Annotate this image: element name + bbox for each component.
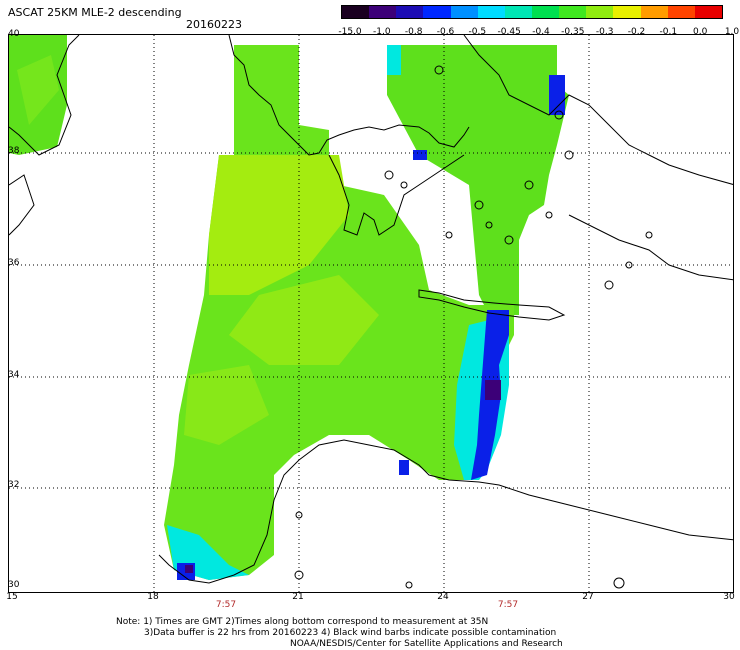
swath-nw-light: [17, 55, 59, 125]
lon-label-30: 30: [723, 592, 735, 602]
lat-label-30: 30: [8, 580, 20, 590]
island-9: [545, 211, 553, 219]
lon-label-27: 27: [582, 592, 594, 602]
colorbar-label: -0.5: [468, 27, 487, 37]
lon-label-21: 21: [292, 592, 304, 602]
colorbar-label: -0.35: [561, 27, 585, 37]
colorbar-segment: [613, 6, 641, 18]
coast-crete: [418, 289, 566, 321]
swath-ne-cyan: [387, 45, 401, 75]
colorbar-segment: [694, 6, 722, 18]
chart-date: 20160223: [186, 18, 242, 31]
map-svg: [9, 35, 733, 592]
colorbar-segment: [504, 6, 532, 18]
colorbar: [341, 5, 723, 19]
graticule: [9, 35, 733, 592]
colorbar-segment: [559, 6, 587, 18]
island-6: [445, 231, 453, 239]
colorbar-segment: [640, 6, 668, 18]
coast-italy: [9, 35, 80, 156]
note-line-3: NOAA/NESDIS/Center for Satellite Applica…: [290, 639, 563, 649]
lat-label-34: 34: [8, 370, 20, 380]
island-8: [564, 150, 574, 160]
island-2: [400, 181, 408, 189]
lon-label-15: 15: [6, 592, 18, 602]
island-18: [434, 65, 444, 75]
chart-title: ASCAT 25KM MLE-2 descending: [8, 6, 182, 19]
time-label-2: 7:57: [497, 600, 519, 610]
coast-africa: [158, 439, 733, 584]
coastlines: [9, 35, 733, 589]
island-12: [645, 231, 653, 239]
coast-turkey: [463, 35, 733, 185]
swath-ne: [387, 45, 569, 315]
note-line-1: Note: 1) Times are GMT 2)Times along bot…: [116, 617, 489, 627]
colorbar-segment: [396, 6, 424, 18]
colorbar-label: -0.45: [497, 27, 521, 37]
island-7: [524, 180, 534, 190]
swath-main-lime2: [229, 275, 379, 365]
swath-south-blue: [399, 460, 409, 475]
colorbar-segment: [586, 6, 614, 18]
island-5: [504, 235, 514, 245]
colorbar-label: -0.1: [659, 27, 678, 37]
lat-label-40: 40: [8, 29, 20, 39]
lat-label-36: 36: [8, 258, 20, 268]
colorbar-labels: -15.0 -1.0 -0.8 -0.6 -0.5 -0.45 -0.4 -0.35 -0.3 -…: [333, 27, 740, 39]
lat-label-32: 32: [8, 480, 20, 490]
swath-sw-violet: [185, 565, 193, 573]
swath-aegean-blue: [413, 150, 427, 160]
coast-sicily-edge: [9, 174, 35, 236]
swath-ne-blue: [549, 75, 565, 115]
swath-main-lime3: [184, 365, 269, 445]
coast-peloponnese: [328, 154, 465, 236]
lon-label-24: 24: [437, 592, 449, 602]
island-10: [604, 280, 614, 290]
colorbar-label: -0.3: [595, 27, 614, 37]
island-15: [405, 581, 413, 589]
colorbar-segment: [667, 6, 695, 18]
colorbar-segment: [342, 6, 370, 18]
swath-north: [234, 45, 329, 155]
swath-main-lime: [209, 155, 349, 295]
island-17: [554, 110, 564, 120]
island-3: [474, 200, 484, 210]
colorbar-segment: [477, 6, 505, 18]
colorbar-label: -0.8: [404, 27, 423, 37]
colorbar-label: -0.4: [532, 27, 550, 37]
map-panel: [8, 34, 734, 593]
colorbar-label: -0.2: [627, 27, 646, 37]
colorbar-segment: [369, 6, 397, 18]
wind-swath: [9, 35, 569, 580]
time-label-1: 7:57: [215, 600, 237, 610]
lon-label-18: 18: [147, 592, 159, 602]
colorbar-label: 1.0: [724, 27, 740, 37]
island-1: [384, 170, 394, 180]
colorbar-label: -0.6: [436, 27, 455, 37]
colorbar-label: -15.0: [338, 27, 362, 37]
colorbar-label: -1.0: [373, 27, 391, 37]
colorbar-segment: [423, 6, 451, 18]
lat-label-38: 38: [8, 146, 20, 156]
colorbar-label: 0.0: [692, 27, 708, 37]
colorbar-segment: [450, 6, 478, 18]
note-line-2: 3)Data buffer is 22 hrs from 20160223 4)…: [144, 628, 557, 638]
island-16: [613, 577, 625, 589]
colorbar-segment: [531, 6, 560, 18]
coast-balkans: [228, 35, 470, 156]
swath-east-violet: [485, 380, 501, 400]
island-4: [485, 221, 493, 229]
coast-turkey-south: [568, 214, 733, 281]
